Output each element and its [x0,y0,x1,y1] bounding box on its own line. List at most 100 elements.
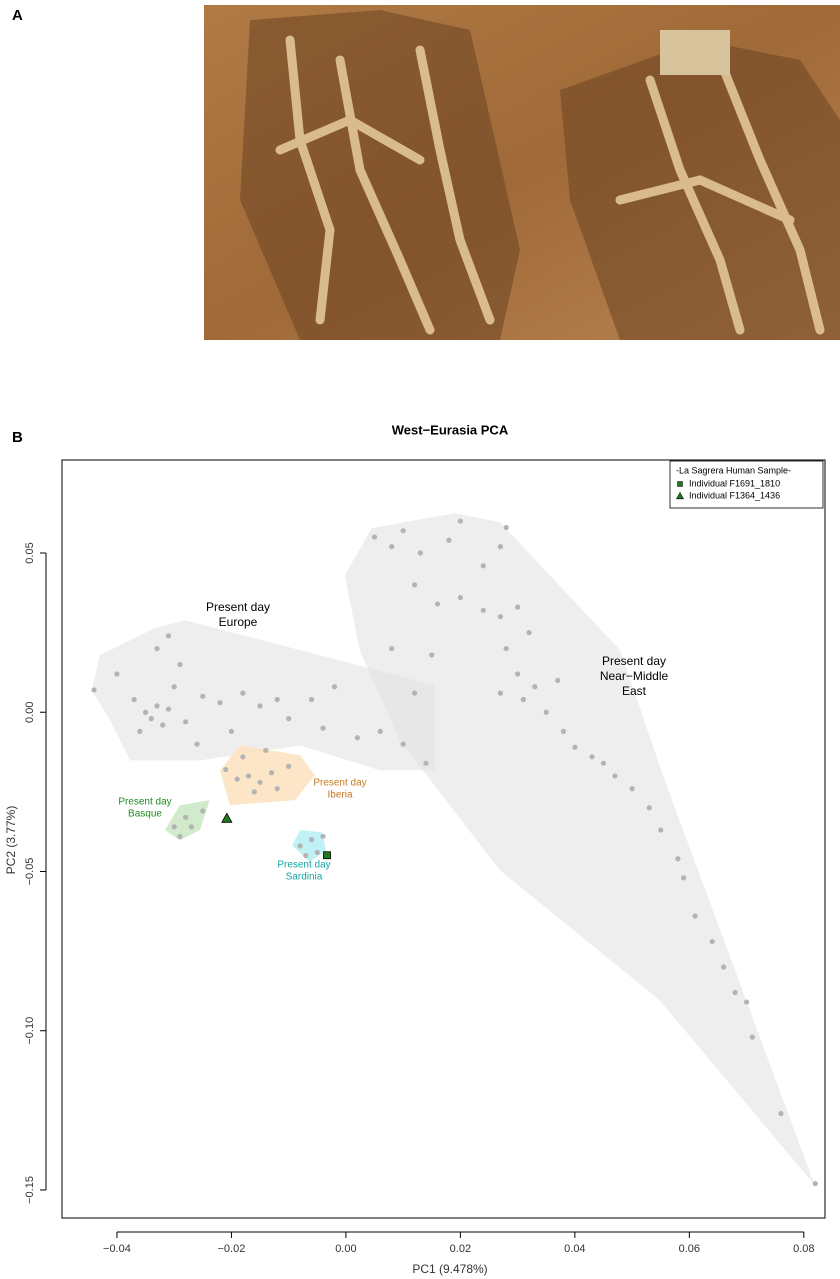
x-tick-label: −0.04 [103,1243,131,1255]
region-hull [344,513,815,1186]
reference-point [457,518,463,524]
reference-point [526,630,532,636]
reference-point [371,534,378,540]
reference-point [274,786,280,792]
y-tick-label: −0.05 [24,858,36,886]
reference-point [446,537,452,543]
reference-point [274,696,280,703]
reference-point [612,773,618,779]
reference-point [308,837,315,843]
x-tick-label: −0.02 [218,1243,246,1255]
reference-point [743,999,750,1005]
reference-point [165,706,172,712]
x-tick-label: 0.02 [450,1243,471,1255]
chart-title: West−Eurasia PCA [392,422,509,437]
reference-point [411,582,418,588]
reference-point [503,524,509,531]
legend-title: -La Sagrera Human Sample- [676,465,791,475]
y-tick-label: 0.05 [24,542,36,563]
reference-point [263,747,269,754]
reference-point [389,645,395,652]
y-tick-label: −0.15 [24,1176,36,1204]
reference-point [389,544,395,550]
reference-point [589,754,595,760]
reference-point [480,563,486,569]
reference-point [240,754,246,760]
x-tick-label: 0.00 [335,1243,356,1255]
reference-point [497,544,504,550]
reference-point [497,614,504,620]
plot-frame [61,459,826,1219]
reference-point [142,709,149,715]
reference-point [515,671,521,677]
region-label: Present day [206,600,270,614]
reference-point [377,728,383,734]
reference-point [171,824,177,830]
reference-point [286,763,292,769]
region-label: Europe [219,615,258,629]
reference-point [148,716,154,722]
reference-point [177,661,183,668]
x-tick-label: 0.08 [793,1243,814,1255]
reference-point [692,913,698,919]
region-label: Present day [602,654,666,668]
region-label: Near−Middle [600,669,669,683]
photo [204,5,840,340]
legend-box [669,460,824,509]
reference-point [732,989,738,996]
reference-point [154,703,160,709]
y-axis-label: PC2 (3.77%) [4,806,18,875]
region-label: Present day [277,860,330,871]
reference-point [217,700,223,706]
reference-point [749,1034,755,1040]
reference-point [240,690,246,696]
reference-point [515,604,521,610]
reference-point [423,760,429,766]
reference-point [200,693,206,699]
legend-marker [676,491,684,500]
reference-point [131,696,137,703]
region-label: Iberia [327,790,352,801]
reference-point [286,716,292,722]
reference-point [200,808,206,814]
reference-point [646,805,652,811]
reference-point [246,773,252,779]
reference-point [314,849,320,855]
reference-point [560,728,567,734]
region-hull [219,745,315,806]
individual-point [221,812,233,823]
reference-point [600,760,607,766]
region-label: Basque [128,809,162,820]
reference-point [434,601,441,607]
reference-point [171,684,177,690]
panel-label: A [12,7,23,24]
region-label: Present day [313,778,366,789]
reference-point [188,824,194,830]
reference-point [320,725,326,731]
reference-point [778,1110,784,1117]
reference-point [177,833,183,840]
reference-point [183,719,189,725]
reference-point [297,843,303,849]
region-label: Present day [118,797,171,808]
legend-marker [677,481,683,487]
reference-point [497,690,504,696]
reference-point [91,687,97,693]
reference-point [331,684,338,690]
reference-point [417,550,423,556]
x-tick-label: 0.06 [679,1243,700,1255]
reference-point [629,786,635,792]
reference-point [675,856,681,862]
reference-point [257,703,263,709]
reference-point [308,696,315,703]
region-label: Sardinia [286,872,323,883]
reference-point [457,594,463,601]
region-hull [292,830,326,863]
reference-point [234,776,240,782]
reference-point [411,690,418,696]
reference-point [228,728,235,734]
reference-point [709,938,715,945]
reference-point [400,528,406,534]
reference-point [429,652,435,658]
